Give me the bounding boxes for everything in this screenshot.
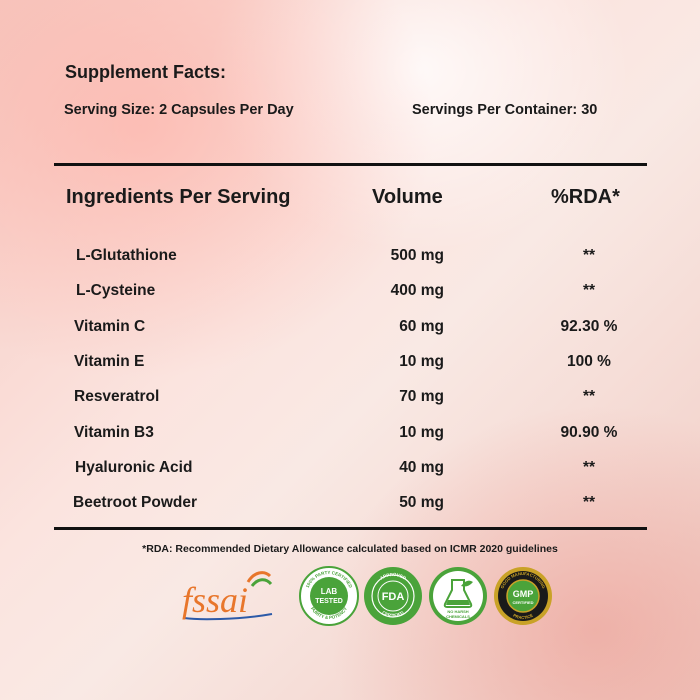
ingredient-volume: 500 mg xyxy=(390,247,444,264)
ingredient-row: Beetroot Powder 50 mg ** xyxy=(0,494,700,524)
ingredient-name: Vitamin E xyxy=(74,352,145,370)
ingredient-row: Vitamin C 60 mg 92.30 % xyxy=(0,318,700,348)
header-rda: %RDA* xyxy=(551,186,620,208)
ingredient-row: L-Cysteine 400 mg ** xyxy=(0,282,700,312)
lab-tested-badge-icon: LAB TESTED 100% PARTY CERTIFIED PURITY &… xyxy=(299,566,359,631)
ingredient-rda: ** xyxy=(582,388,596,406)
svg-text:NO HARSH: NO HARSH xyxy=(447,609,468,614)
top-divider xyxy=(54,163,647,166)
ingredient-rda: ** xyxy=(582,282,596,300)
ingredient-name: Beetroot Powder xyxy=(73,494,198,512)
ingredient-volume: 40 mg xyxy=(399,458,444,476)
ingredient-volume: 400 mg xyxy=(390,282,444,300)
ingredient-row: L-Glutathione 500 mg ** xyxy=(0,247,700,277)
ingredient-name: L-Glutathione xyxy=(76,247,177,264)
ingredient-rda: ** xyxy=(582,494,596,512)
svg-text:CERTIFIED: CERTIFIED xyxy=(381,610,405,618)
ingredient-row: Hyaluronic Acid 40 mg ** xyxy=(0,459,700,489)
ingredient-volume: 60 mg xyxy=(399,317,444,335)
ingredient-volume: 50 mg xyxy=(399,494,444,512)
ingredient-volume: 10 mg xyxy=(399,352,444,370)
ingredient-volume: 70 mg xyxy=(399,388,444,406)
ingredient-rda: ** xyxy=(582,247,596,264)
no-harsh-chemicals-badge-icon: NO HARSH CHEMICALS xyxy=(428,566,488,631)
svg-text:CERTIFIED: CERTIFIED xyxy=(512,600,533,605)
svg-text:LAB: LAB xyxy=(321,587,338,596)
ingredient-name: Hyaluronic Acid xyxy=(75,458,193,476)
svg-text:PRACTICE: PRACTICE xyxy=(512,613,534,620)
svg-text:APPROVED: APPROVED xyxy=(379,572,408,581)
bottom-divider xyxy=(54,527,647,530)
ingredient-row: Resveratrol 70 mg ** xyxy=(0,388,700,418)
ingredient-rda: ** xyxy=(582,458,596,476)
svg-text:CHEMICALS: CHEMICALS xyxy=(446,614,470,619)
fda-badge-icon: FDA APPROVED CERTIFIED xyxy=(363,566,423,631)
header-ingredients: Ingredients Per Serving xyxy=(66,186,291,208)
ingredient-name: Vitamin B3 xyxy=(74,423,154,441)
fssai-logo-icon: fssai xyxy=(178,568,278,629)
ingredient-rda: 100 % xyxy=(567,352,611,370)
ingredient-row: Vitamin E 10 mg 100 % xyxy=(0,353,700,383)
ingredient-name: Vitamin C xyxy=(74,317,146,335)
serving-size: Serving Size: 2 Capsules Per Day xyxy=(64,102,294,118)
ingredient-rda: 92.30 % xyxy=(560,317,618,335)
gmp-badge-icon: GMP CERTIFIED GOOD MANUFACTURING PRACTIC… xyxy=(493,566,553,631)
ingredient-name: L-Cysteine xyxy=(76,282,156,300)
fssai-text: fssai xyxy=(182,580,248,620)
supplement-facts-title: Supplement Facts: xyxy=(65,62,227,82)
certification-badges: fssai LAB TESTED 100% PARTY CERTIFIED PU… xyxy=(0,566,700,626)
svg-text:GMP: GMP xyxy=(513,589,534,599)
ingredient-name: Resveratrol xyxy=(74,388,160,406)
header-volume: Volume xyxy=(372,186,443,208)
ingredient-row: Vitamin B3 10 mg 90.90 % xyxy=(0,424,700,454)
rda-footnote: *RDA: Recommended Dietary Allowance calc… xyxy=(142,543,558,555)
ingredient-volume: 10 mg xyxy=(399,423,444,441)
svg-text:FDA: FDA xyxy=(382,591,405,603)
servings-per-container: Servings Per Container: 30 xyxy=(412,102,598,118)
svg-text:TESTED: TESTED xyxy=(315,598,343,605)
ingredient-rda: 90.90 % xyxy=(560,423,618,441)
